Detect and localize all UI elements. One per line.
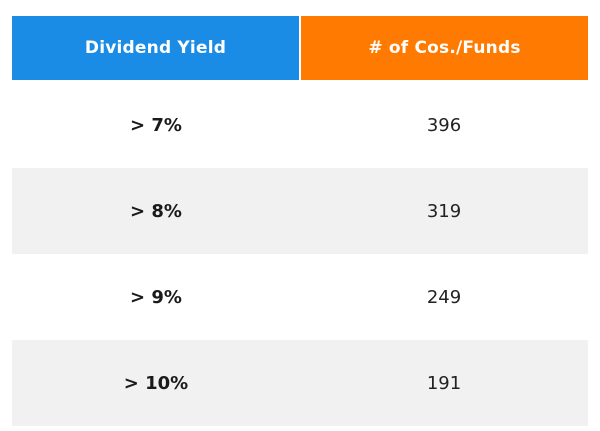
table-row: > 8% 319 [12,168,588,254]
dividend-yield-table: Dividend Yield # of Cos./Funds > 7% 396 > … [12,16,588,426]
cell-dividend-yield: > 7% [130,114,182,136]
cell-count: 396 [426,114,462,136]
cell-dividend-yield: > 10% [123,372,189,394]
table-body: > 7% 396 > 8% 319 > 9% 249 > 10% 191 [12,82,588,426]
cell-dividend-yield: > 8% [130,200,182,222]
table-row: > 10% 191 [12,340,588,426]
table-row: > 7% 396 [12,82,588,168]
table-header-row: Dividend Yield # of Cos./Funds [12,16,588,82]
header-count: # of Cos./Funds [301,16,588,80]
header-dividend-yield: Dividend Yield [12,16,301,80]
table-row: > 9% 249 [12,254,588,340]
cell-count: 319 [426,200,462,222]
cell-count: 191 [426,372,462,394]
cell-count: 249 [426,286,462,308]
cell-dividend-yield: > 9% [130,286,182,308]
